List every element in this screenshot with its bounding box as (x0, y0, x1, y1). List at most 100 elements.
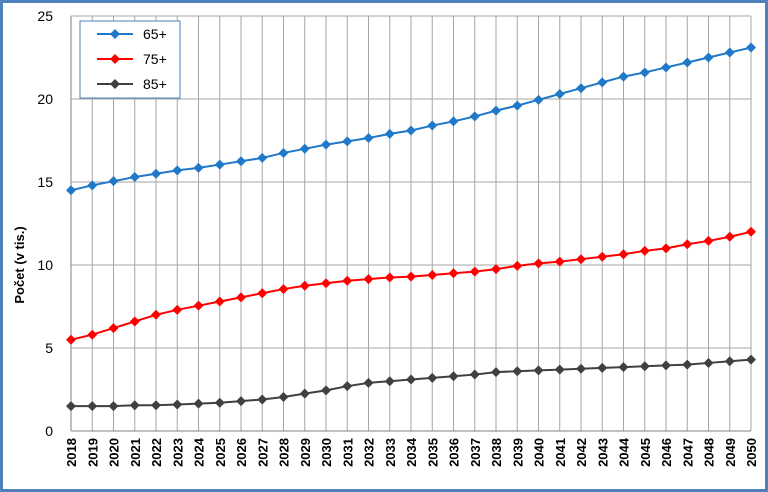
data-point (448, 268, 459, 279)
x-tick-label: 2037 (468, 438, 483, 467)
legend-label: 75+ (143, 51, 167, 67)
data-point (406, 374, 416, 385)
data-point (193, 162, 204, 173)
x-tick-label: 2030 (319, 438, 334, 467)
data-point (406, 125, 416, 136)
data-point (533, 94, 544, 105)
data-point (703, 357, 714, 368)
x-tick-label: 2050 (744, 438, 759, 467)
data-point (172, 165, 183, 176)
data-point (66, 401, 76, 412)
data-point (299, 280, 310, 291)
x-tick-label: 2036 (447, 438, 462, 467)
data-point (108, 323, 119, 334)
data-point (469, 266, 480, 277)
data-point (278, 147, 289, 158)
data-point (746, 42, 756, 53)
data-point (108, 401, 119, 412)
data-point (703, 235, 714, 246)
y-tick-label: 10 (37, 257, 53, 273)
data-point (491, 264, 501, 275)
data-point (703, 52, 714, 63)
data-point (448, 371, 459, 382)
data-point (151, 400, 161, 411)
x-tick-label: 2025 (213, 438, 228, 467)
data-point (151, 168, 161, 179)
data-point (746, 226, 756, 237)
x-tick-label: 2038 (489, 438, 504, 467)
data-point (321, 385, 331, 396)
data-point (576, 83, 586, 94)
data-point (639, 67, 650, 78)
data-point (87, 329, 98, 340)
data-point (342, 275, 353, 286)
data-point (597, 251, 608, 262)
data-point (278, 284, 289, 295)
data-point (299, 388, 310, 399)
data-point (129, 172, 140, 183)
y-tick-label: 0 (45, 423, 53, 439)
data-point (151, 309, 161, 320)
x-tick-label: 2041 (553, 438, 568, 467)
data-point (597, 362, 608, 373)
data-point (618, 362, 629, 373)
data-point (257, 152, 268, 163)
data-point (406, 271, 416, 282)
y-tick-label: 25 (37, 8, 53, 24)
data-point (193, 398, 204, 409)
y-tick-label: 15 (37, 174, 53, 190)
data-point (682, 359, 693, 370)
data-point (448, 116, 459, 127)
data-point (469, 369, 480, 380)
data-point (533, 365, 544, 376)
data-point (236, 156, 246, 167)
data-point (193, 300, 204, 311)
series (66, 42, 756, 412)
data-point (108, 176, 119, 187)
data-point (363, 377, 374, 388)
legend-label: 65+ (143, 26, 167, 42)
x-tick-label: 2027 (255, 438, 270, 467)
x-tick-label: 2040 (532, 438, 547, 467)
data-point (257, 394, 268, 405)
data-point (66, 185, 76, 196)
data-point (321, 139, 331, 150)
x-tick-label: 2035 (425, 438, 440, 467)
data-point (597, 77, 608, 88)
data-point (214, 296, 225, 307)
data-point (554, 256, 565, 267)
data-point (682, 57, 693, 68)
data-point (661, 62, 671, 73)
data-point (512, 260, 523, 271)
x-tick-label: 2022 (149, 438, 164, 467)
data-point (129, 316, 140, 327)
data-point (639, 245, 650, 256)
data-point (682, 239, 693, 250)
data-point (639, 361, 650, 372)
x-tick-label: 2049 (723, 438, 738, 467)
data-point (724, 356, 735, 367)
data-point (427, 120, 438, 131)
x-tick-label: 2039 (510, 438, 525, 467)
data-point (533, 258, 544, 269)
data-point (278, 391, 289, 402)
data-point (384, 272, 395, 283)
y-tick-label: 5 (45, 340, 53, 356)
x-tick-label: 2028 (277, 438, 292, 467)
data-point (87, 180, 98, 191)
data-point (214, 397, 225, 408)
data-point (172, 304, 183, 315)
data-point (554, 89, 565, 100)
x-tick-label: 2020 (107, 438, 122, 467)
data-point (746, 354, 756, 365)
x-tick-label: 2021 (128, 438, 143, 467)
x-tick-label: 2047 (680, 438, 695, 467)
data-point (724, 231, 735, 242)
data-point (661, 243, 671, 254)
x-tick-label: 2019 (85, 438, 100, 467)
x-tick-label: 2029 (298, 438, 313, 467)
x-tick-label: 2026 (234, 438, 249, 467)
x-tick-label: 2033 (383, 438, 398, 467)
